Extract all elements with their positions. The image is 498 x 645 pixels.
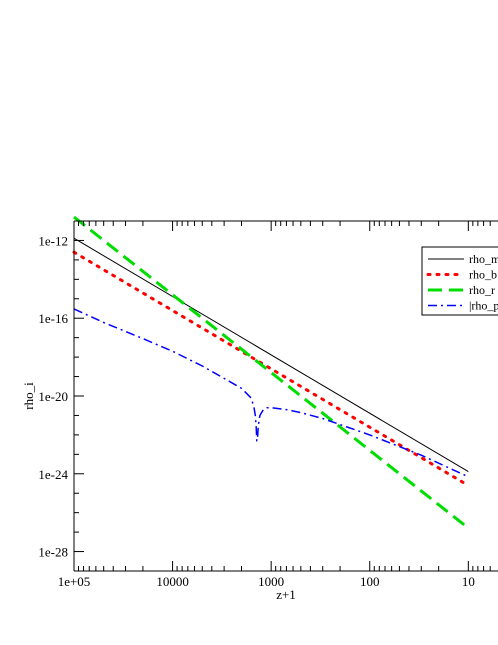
series-line-rho-m bbox=[73, 237, 469, 473]
y-tick-labels: 1e-12 1e-16 1e-20 1e-24 1e-28 bbox=[38, 233, 68, 559]
x-axis-title: z+1 bbox=[276, 587, 296, 602]
series-line-rho-pi bbox=[73, 308, 469, 478]
x-tick-label: 1000 bbox=[258, 574, 284, 589]
y-tick-label: 1e-16 bbox=[38, 311, 68, 326]
legend-label-rho-r: rho_r bbox=[469, 283, 495, 297]
series-layer bbox=[72, 215, 470, 530]
x-tick-label: 100 bbox=[360, 574, 380, 589]
series-line-rho-r bbox=[73, 215, 470, 530]
legend-box bbox=[421, 246, 498, 316]
y-tick-label: 1e-20 bbox=[38, 389, 68, 404]
x-tick-label: 10 bbox=[462, 574, 475, 589]
y-axis-title: rho_i bbox=[21, 382, 36, 410]
x-tick-labels: 1e+05 10000 1000 100 10 bbox=[58, 574, 475, 589]
x-tick-label: 10000 bbox=[156, 574, 189, 589]
legend-label-rho-b: rho_b bbox=[469, 268, 497, 282]
y-tick-label: 1e-28 bbox=[38, 545, 68, 560]
legend-label-rho-pi: |rho_pi| bbox=[469, 299, 498, 313]
y-tick-label: 1e-24 bbox=[38, 467, 68, 482]
x-tick-label: 1e+05 bbox=[58, 574, 91, 589]
series-line-rho-b bbox=[72, 250, 470, 487]
y-tick-label: 1e-12 bbox=[38, 233, 68, 248]
legend-label-rho-m: rho_m bbox=[469, 252, 498, 266]
